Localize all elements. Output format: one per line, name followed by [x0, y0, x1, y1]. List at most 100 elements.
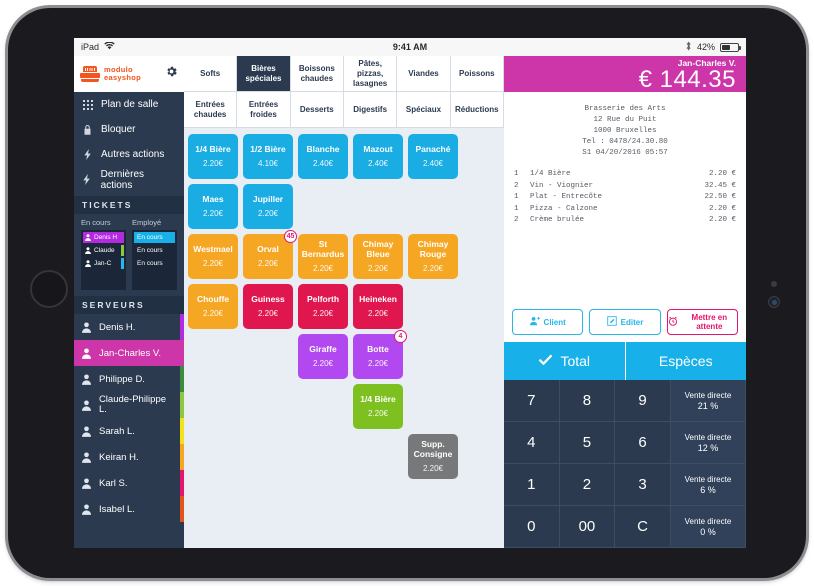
product-tile[interactable]: Mazout 2.40€	[353, 134, 403, 179]
server-row[interactable]: Philippe D.	[74, 366, 184, 392]
product-name: 1/4 Bière	[360, 393, 396, 404]
product-tile[interactable]: Supp. Consigne 2.20€	[408, 434, 458, 479]
server-row[interactable]: Denis H.	[74, 314, 184, 340]
product-price: 2.40€	[367, 159, 389, 169]
numeric-keypad: 7 8 9 Vente directe 21 % 4 5 6 Vente directe 12 %…	[504, 380, 746, 548]
especes-button-label: Espèces	[658, 353, 713, 369]
server-row[interactable]: Karl S.	[74, 470, 184, 496]
keypad-key[interactable]: 00	[559, 506, 616, 548]
product-tile[interactable]: Maes 2.20€	[188, 184, 238, 229]
product-price: 2.20€	[367, 409, 389, 419]
ticket-chip[interactable]: Claude	[83, 245, 124, 256]
vente-directe-key[interactable]: Vente directe 21 %	[670, 380, 746, 422]
receipt-line[interactable]: 1 1/4 Bière 2.20 €	[514, 169, 736, 181]
server-row[interactable]: Claude-Philippe L.	[74, 392, 184, 418]
product-tile[interactable]: Westmael 2.20€	[188, 234, 238, 279]
employee-ticket-chip[interactable]: En cours	[137, 247, 163, 254]
product-tile[interactable]: St Bernardus 2.20€	[298, 234, 348, 279]
editer-button[interactable]: Editer	[589, 309, 661, 335]
product-tile[interactable]: 1/4 Bière 2.20€	[188, 134, 238, 179]
device-label: iPad	[81, 42, 100, 52]
home-button[interactable]	[30, 270, 68, 308]
product-tile[interactable]: 1/4 Bière 2.20€	[353, 384, 403, 429]
tab-viandes[interactable]: Viandes	[397, 56, 451, 92]
total-button[interactable]: Total	[504, 342, 626, 380]
keypad-key[interactable]: 5	[559, 422, 616, 464]
app-logo[interactable]: modulo easyshop	[80, 65, 141, 83]
sidebar-item-plan-de-salle[interactable]: Plan de salle	[74, 92, 184, 117]
product-tile[interactable]: Blanche 2.40€	[298, 134, 348, 179]
receipt-line[interactable]: 1 Plat - Entrecôte 22.50 €	[514, 192, 736, 204]
gear-icon[interactable]	[165, 65, 178, 83]
tablet-screen: iPad 9:41 AM 42% modulo	[74, 38, 746, 548]
tab-bieres-speciales[interactable]: Bières spéciales	[237, 56, 291, 92]
keypad-key[interactable]: 0	[504, 506, 560, 548]
product-tile[interactable]: Chimay Bleue 2.20€	[353, 234, 403, 279]
receipt-line[interactable]: 1 Pizza - Calzone 2.20 €	[514, 204, 736, 216]
keypad-key[interactable]: 3	[615, 464, 671, 506]
mettre-en-attente-button[interactable]: Mettre en attente	[666, 309, 738, 335]
product-tile[interactable]: 1/2 Bière 4.10€	[243, 134, 293, 179]
product-badge: 4	[394, 330, 407, 343]
tab-poissons[interactable]: Poissons	[450, 56, 504, 92]
tab-softs[interactable]: Softs	[184, 56, 238, 92]
check-icon	[538, 353, 553, 369]
product-tile-empty	[243, 384, 293, 429]
server-row[interactable]: Sarah L.	[74, 418, 184, 444]
employee-ticket-chip[interactable]: En cours	[134, 232, 175, 243]
ticket-column-en-cours: En cours Denis H Claude	[81, 218, 126, 290]
product-tile[interactable]: Giraffe 2.20€	[298, 334, 348, 379]
vente-directe-key[interactable]: Vente directe 0 %	[670, 506, 746, 548]
tab-pates-pizzas-lasagnes[interactable]: Pâtes, pizzas, lasagnes	[343, 56, 398, 92]
ticket-chip[interactable]: Jan-C	[83, 258, 124, 269]
product-grid: 1/4 Bière 2.20€ 1/2 Bière 4.10€ Blanche 2.40€…	[184, 128, 504, 548]
product-tile[interactable]: Orval 2.20€ 45	[243, 230, 297, 279]
keypad-key[interactable]: 8	[559, 380, 616, 422]
sidebar-item-bloquer[interactable]: Bloquer	[74, 117, 184, 142]
keypad-key[interactable]: 7	[504, 380, 560, 422]
vente-directe-key[interactable]: Vente directe 6 %	[670, 464, 746, 506]
product-tile[interactable]: Guiness 2.20€	[243, 284, 293, 329]
product-tile[interactable]: Botte 2.20€ 4	[353, 330, 407, 379]
tab-speciaux[interactable]: Spéciaux	[397, 92, 451, 128]
product-tile[interactable]: Pelforth 2.20€	[298, 284, 348, 329]
product-tile[interactable]: Chimay Rouge 2.20€	[408, 234, 458, 279]
vente-directe-key[interactable]: Vente directe 12 %	[670, 422, 746, 464]
keypad-key[interactable]: 2	[559, 464, 616, 506]
tab-entrees-chaudes[interactable]: Entrées chaudes	[184, 92, 238, 128]
keypad-key[interactable]: 4	[504, 422, 560, 464]
keypad-key[interactable]: C	[615, 506, 671, 548]
product-price: 2.40€	[422, 159, 444, 169]
receipt-line[interactable]: 2 Crème brulée 2.20 €	[514, 215, 736, 227]
tab-digestifs[interactable]: Digestifs	[343, 92, 398, 128]
sidebar-item-autres-actions[interactable]: Autres actions	[74, 142, 184, 167]
tab-entrees-froides[interactable]: Entrées froides	[237, 92, 291, 128]
receipt-line[interactable]: 2 Vin - Viognier 32.45 €	[514, 181, 736, 193]
sidebar-item-dernieres-actions[interactable]: Dernières actions	[74, 167, 184, 192]
product-price: 2.20€	[257, 309, 279, 319]
sidebar-item-label: Autres actions	[101, 149, 165, 160]
server-row[interactable]: Keiran H.	[74, 444, 184, 470]
tab-boissons-chaudes[interactable]: Boissons chaudes	[290, 56, 344, 92]
product-tile[interactable]: Jupiller 2.20€	[243, 184, 293, 229]
product-tile[interactable]: Chouffe 2.20€	[188, 284, 238, 329]
product-tile[interactable]: Heineken 2.20€	[353, 284, 403, 329]
client-button-label: Client	[543, 317, 566, 327]
product-name: Chimay Rouge	[417, 239, 449, 259]
tab-reductions[interactable]: Réductions	[450, 92, 504, 128]
ticket-chip[interactable]: Denis H	[83, 232, 124, 243]
product-tile[interactable]: Panaché 2.40€	[408, 134, 458, 179]
client-button[interactable]: Client	[512, 309, 584, 335]
server-row[interactable]: Isabel L.	[74, 496, 184, 522]
server-name: Isabel L.	[99, 503, 135, 515]
total-button-label: Total	[560, 353, 591, 369]
especes-button[interactable]: Espèces	[625, 342, 746, 380]
sensor-icon	[768, 296, 780, 308]
keypad-key[interactable]: 6	[615, 422, 671, 464]
product-name: Heineken	[359, 293, 397, 304]
tab-desserts[interactable]: Desserts	[290, 92, 344, 128]
server-row[interactable]: Jan-Charles V.	[74, 340, 184, 366]
employee-ticket-chip[interactable]: En cours	[137, 260, 163, 267]
keypad-key[interactable]: 9	[615, 380, 671, 422]
keypad-key[interactable]: 1	[504, 464, 560, 506]
